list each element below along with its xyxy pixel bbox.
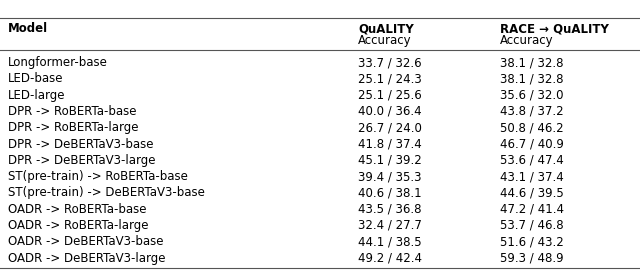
Text: 35.6 / 32.0: 35.6 / 32.0	[500, 89, 563, 101]
Text: Model: Model	[8, 22, 48, 35]
Text: DPR -> DeBERTaV3-base: DPR -> DeBERTaV3-base	[8, 138, 154, 150]
Text: DPR -> DeBERTaV3-large: DPR -> DeBERTaV3-large	[8, 154, 156, 167]
Text: 38.1 / 32.8: 38.1 / 32.8	[500, 72, 563, 85]
Text: 41.8 / 37.4: 41.8 / 37.4	[358, 138, 422, 150]
Text: 47.2 / 41.4: 47.2 / 41.4	[500, 203, 564, 216]
Text: OADR -> DeBERTaV3-large: OADR -> DeBERTaV3-large	[8, 252, 166, 265]
Text: 51.6 / 43.2: 51.6 / 43.2	[500, 235, 564, 248]
Text: 25.1 / 25.6: 25.1 / 25.6	[358, 89, 422, 101]
Text: 25.1 / 24.3: 25.1 / 24.3	[358, 72, 422, 85]
Text: 43.8 / 37.2: 43.8 / 37.2	[500, 105, 564, 118]
Text: 45.1 / 39.2: 45.1 / 39.2	[358, 154, 422, 167]
Text: 26.7 / 24.0: 26.7 / 24.0	[358, 121, 422, 134]
Text: 38.1 / 32.8: 38.1 / 32.8	[500, 56, 563, 69]
Text: 44.1 / 38.5: 44.1 / 38.5	[358, 235, 422, 248]
Text: 32.4 / 27.7: 32.4 / 27.7	[358, 219, 422, 232]
Text: 46.7 / 40.9: 46.7 / 40.9	[500, 138, 564, 150]
Text: OADR -> RoBERTa-base: OADR -> RoBERTa-base	[8, 203, 147, 216]
Text: 40.0 / 36.4: 40.0 / 36.4	[358, 105, 422, 118]
Text: Accuracy: Accuracy	[358, 34, 412, 47]
Text: Longformer-base: Longformer-base	[8, 56, 108, 69]
Text: 43.1 / 37.4: 43.1 / 37.4	[500, 170, 564, 183]
Text: ST(pre-train) -> RoBERTa-base: ST(pre-train) -> RoBERTa-base	[8, 170, 188, 183]
Text: 33.7 / 32.6: 33.7 / 32.6	[358, 56, 422, 69]
Text: OADR -> DeBERTaV3-base: OADR -> DeBERTaV3-base	[8, 235, 163, 248]
Text: QuALITY: QuALITY	[358, 22, 413, 35]
Text: ST(pre-train) -> DeBERTaV3-base: ST(pre-train) -> DeBERTaV3-base	[8, 186, 205, 199]
Text: 40.6 / 38.1: 40.6 / 38.1	[358, 186, 422, 199]
Text: RACE → QuALITY: RACE → QuALITY	[500, 22, 609, 35]
Text: Accuracy: Accuracy	[500, 34, 554, 47]
Text: LED-large: LED-large	[8, 89, 65, 101]
Text: 39.4 / 35.3: 39.4 / 35.3	[358, 170, 422, 183]
Text: 53.6 / 47.4: 53.6 / 47.4	[500, 154, 564, 167]
Text: DPR -> RoBERTa-large: DPR -> RoBERTa-large	[8, 121, 138, 134]
Text: 44.6 / 39.5: 44.6 / 39.5	[500, 186, 564, 199]
Text: 50.8 / 46.2: 50.8 / 46.2	[500, 121, 564, 134]
Text: 59.3 / 48.9: 59.3 / 48.9	[500, 252, 564, 265]
Text: LED-base: LED-base	[8, 72, 63, 85]
Text: 49.2 / 42.4: 49.2 / 42.4	[358, 252, 422, 265]
Text: 53.7 / 46.8: 53.7 / 46.8	[500, 219, 564, 232]
Text: DPR -> RoBERTa-base: DPR -> RoBERTa-base	[8, 105, 136, 118]
Text: 43.5 / 36.8: 43.5 / 36.8	[358, 203, 422, 216]
Text: OADR -> RoBERTa-large: OADR -> RoBERTa-large	[8, 219, 148, 232]
